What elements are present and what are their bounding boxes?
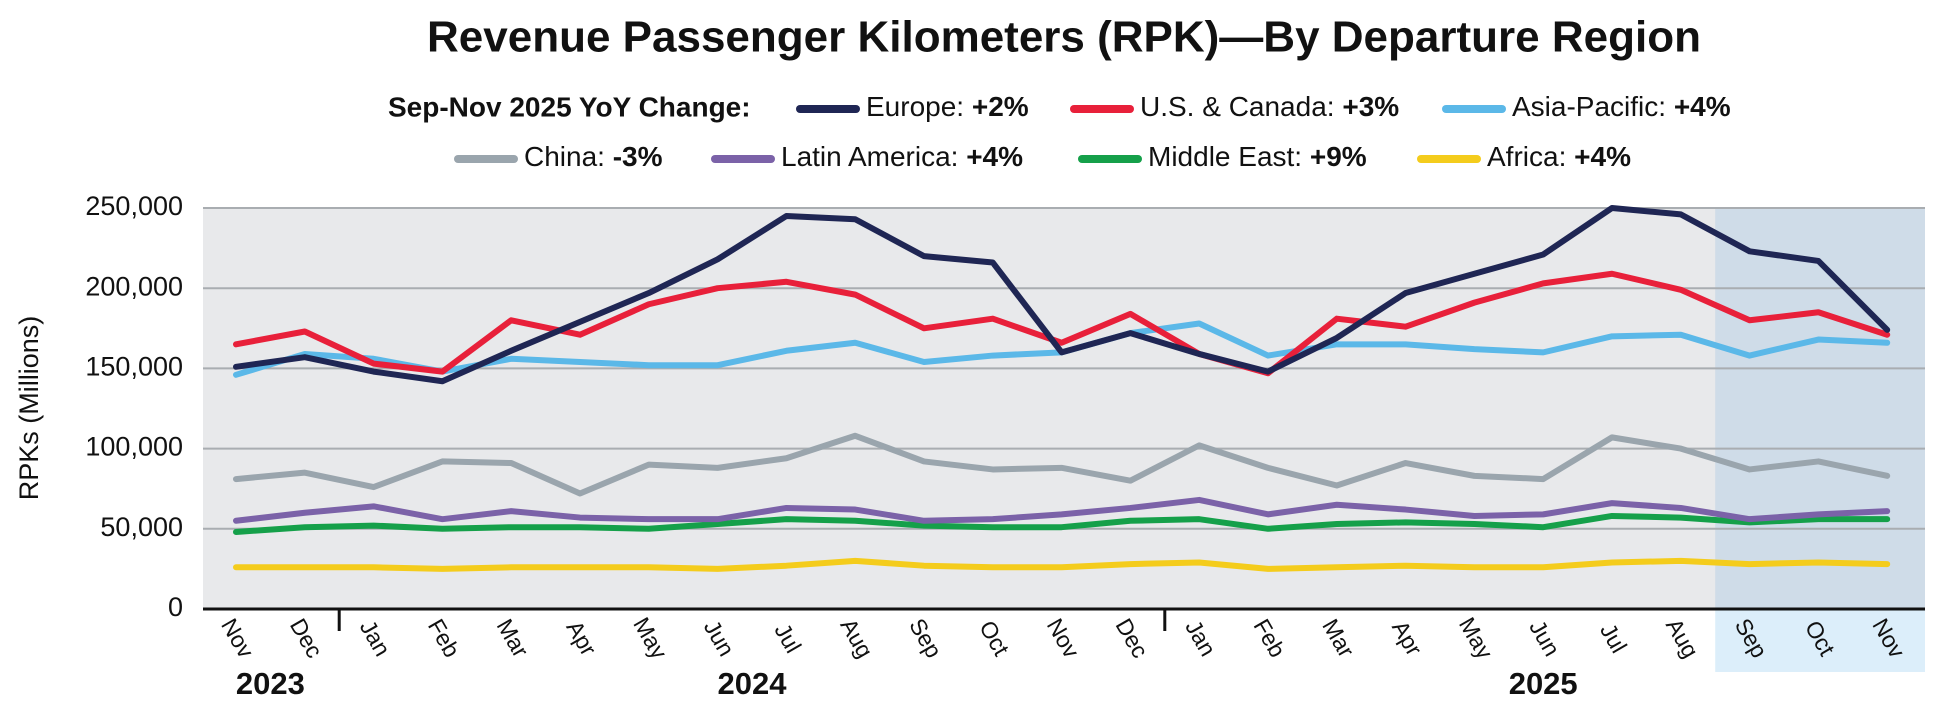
y-tick-label: 200,000: [85, 271, 183, 301]
x-tick-label: Jun: [699, 615, 740, 660]
plot-background: [203, 208, 1925, 609]
legend-change: +4%: [966, 141, 1023, 172]
year-label: 2024: [718, 666, 788, 701]
legend-change: +4%: [1574, 141, 1631, 172]
x-tick-label: Dec: [1111, 614, 1154, 662]
legend-name: Middle East:: [1148, 141, 1302, 172]
x-tick-label: Jul: [769, 619, 806, 657]
x-tick-label: May: [628, 613, 672, 664]
y-tick-label: 150,000: [85, 352, 183, 382]
x-tick-label: Mar: [492, 614, 534, 662]
legend-name: Latin America:: [781, 141, 958, 172]
x-tick-label: Feb: [1248, 614, 1290, 661]
highlight-band-label-area: [1715, 609, 1925, 672]
legend-name: U.S. & Canada:: [1140, 91, 1335, 122]
legend-title: Sep-Nov 2025 YoY Change:: [388, 91, 751, 122]
x-tick-label: Mar: [1317, 614, 1359, 662]
legend-label: U.S. & Canada: +3%: [1140, 91, 1399, 122]
legend-label: Latin America: +4%: [781, 141, 1023, 172]
legend-label: China: -3%: [524, 141, 663, 172]
x-tick-label: Jan: [355, 615, 396, 660]
legend-label: Europe: +2%: [866, 91, 1029, 122]
y-tick-label: 250,000: [85, 191, 183, 221]
legend-name: Asia-Pacific:: [1512, 91, 1666, 122]
y-tick-label: 0: [168, 592, 183, 622]
x-tick-label: Jun: [1524, 615, 1565, 660]
x-tick-label: Jan: [1180, 615, 1221, 660]
y-tick-label: 50,000: [100, 512, 183, 542]
legend-change: +9%: [1310, 141, 1367, 172]
y-tick-label: 100,000: [85, 432, 183, 462]
x-tick-label: May: [1454, 613, 1498, 664]
x-tick-label: Dec: [285, 614, 328, 662]
x-tick-label: Apr: [561, 616, 602, 660]
series-line: [233, 496, 1891, 524]
x-tick-label: Aug: [835, 614, 878, 662]
series-line: [233, 557, 1891, 572]
series-line: [233, 205, 1891, 385]
legend-label: Asia-Pacific: +4%: [1512, 91, 1731, 122]
legend-change: -3%: [613, 141, 663, 172]
legend-name: Africa:: [1487, 141, 1566, 172]
chart-title: Revenue Passenger Kilometers (RPK)—By De…: [427, 13, 1701, 62]
legend-change: +4%: [1674, 91, 1731, 122]
y-axis-label: RPKs (Millions): [14, 316, 44, 501]
legend-label: Africa: +4%: [1487, 141, 1631, 172]
year-label: 2025: [1509, 666, 1578, 701]
x-tick-label: Sep: [904, 614, 947, 662]
x-tick-label: Aug: [1661, 614, 1704, 662]
legend-name: China:: [524, 141, 605, 172]
legend-change: +3%: [1342, 91, 1399, 122]
x-tick-label: Feb: [423, 614, 465, 661]
series-line: [233, 270, 1891, 377]
year-label: 2023: [236, 666, 305, 701]
x-tick-label: Nov: [1042, 614, 1085, 663]
x-tick-label: Nov: [216, 614, 259, 663]
series-line: [233, 432, 1891, 497]
legend-change: +2%: [972, 91, 1029, 122]
legend-label: Middle East: +9%: [1148, 141, 1367, 172]
x-tick-label: Apr: [1387, 616, 1428, 660]
legend-name: Europe:: [866, 91, 964, 122]
x-tick-label: Jul: [1595, 619, 1632, 657]
highlight-band: [1715, 208, 1925, 609]
series-line: [233, 512, 1891, 536]
x-tick-label: Oct: [974, 616, 1015, 661]
